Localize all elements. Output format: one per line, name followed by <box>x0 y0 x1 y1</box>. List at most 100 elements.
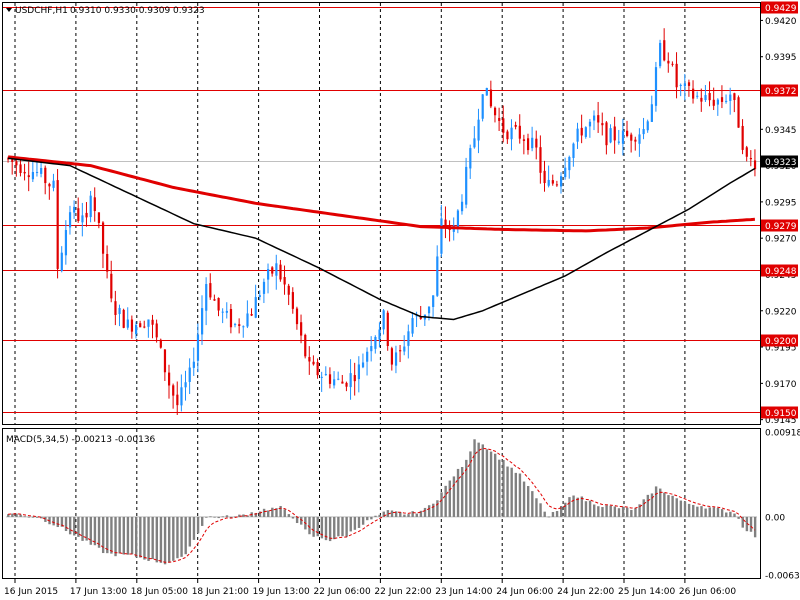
bear-candle <box>489 89 493 107</box>
bull-candle <box>481 94 484 119</box>
price-axis-label: 0.9295 <box>765 198 797 208</box>
macd-axis-label: 0.00 <box>765 513 785 523</box>
bull-candle <box>205 284 208 311</box>
macd-histogram-bar <box>291 516 295 519</box>
macd-histogram-bar <box>675 498 678 517</box>
macd-histogram-bar <box>316 516 319 537</box>
macd-histogram-bar <box>201 516 204 526</box>
macd-histogram-bar <box>448 480 451 517</box>
bull-candle <box>679 84 682 86</box>
macd-histogram-bar <box>440 492 443 517</box>
bull-candle <box>394 352 398 366</box>
macd-histogram-bar <box>403 514 406 517</box>
macd-histogram-bar <box>498 459 501 517</box>
bear-candle <box>114 301 117 315</box>
bull-candle <box>201 308 204 335</box>
bear-candle <box>613 126 616 141</box>
bear-candle <box>353 375 356 382</box>
macd-histogram-bar <box>667 495 670 517</box>
bull-candle <box>337 378 340 380</box>
bear-candle <box>506 131 509 140</box>
bear-candle <box>733 93 736 101</box>
price-axis-label: 0.9195 <box>765 344 797 354</box>
macd-histogram-bar <box>399 512 402 517</box>
bear-candle <box>271 267 274 274</box>
macd-histogram-bar <box>518 473 522 517</box>
macd-histogram-bar <box>221 516 225 518</box>
macd-histogram-bar <box>275 508 278 517</box>
macd-histogram-bar <box>597 506 600 517</box>
macd-histogram-bar <box>357 516 361 528</box>
bear-candle <box>745 147 748 157</box>
bear-candle <box>386 312 389 347</box>
macd-histogram-bar <box>52 516 55 526</box>
macd-histogram-bar <box>749 516 753 532</box>
macd-histogram-bar <box>370 516 373 520</box>
macd-histogram-bar <box>333 516 336 540</box>
time-axis-label: 23 Jun 14:00 <box>435 587 492 597</box>
bull-candle <box>654 67 658 106</box>
bear-candle <box>304 334 307 357</box>
bear-candle <box>106 253 109 272</box>
macd-histogram-bar <box>460 466 464 517</box>
macd-histogram-bar <box>568 497 571 517</box>
price-level-tag <box>761 219 798 232</box>
slow-moving-average-line <box>7 155 756 233</box>
macd-histogram-bar <box>295 516 299 524</box>
bull-candle <box>729 94 732 101</box>
macd-histogram-bar <box>609 505 612 517</box>
macd-histogram <box>7 439 757 565</box>
macd-histogram-bar <box>85 516 88 541</box>
macd-histogram-bar <box>745 516 749 532</box>
bull-candle <box>510 127 513 140</box>
macd-histogram-bar <box>81 516 84 541</box>
macd-histogram-bar <box>271 507 274 517</box>
bull-candle <box>52 180 55 188</box>
bull-candle <box>370 346 373 352</box>
macd-histogram-bar <box>167 516 171 563</box>
macd-histogram-bar <box>159 516 163 563</box>
macd-histogram-bar <box>19 514 22 517</box>
bull-candle <box>349 373 352 388</box>
bull-candle <box>246 313 249 327</box>
bull-candle <box>432 295 435 307</box>
macd-histogram-bar <box>415 513 418 517</box>
macd-histogram-bar <box>593 504 596 517</box>
bear-candle <box>543 170 546 184</box>
candles <box>7 28 757 415</box>
current-price-tag <box>761 155 798 168</box>
macd-histogram-bar <box>262 508 266 517</box>
macd-histogram-bar <box>258 511 262 517</box>
bull-candle <box>68 212 72 228</box>
bull-candle <box>225 310 228 313</box>
bear-candle <box>159 339 162 348</box>
bear-candle <box>163 349 167 373</box>
bull-candle <box>254 297 257 318</box>
time-axis-label: 24 Jun 22:00 <box>557 587 614 597</box>
bull-candle <box>465 166 468 205</box>
macd-histogram-bar <box>729 511 732 517</box>
macd-histogram-bar <box>390 510 394 517</box>
macd-histogram-bar <box>213 516 216 518</box>
bull-candle <box>357 364 361 380</box>
fast-moving-average-line <box>8 157 756 321</box>
macd-histogram-bar <box>671 495 674 517</box>
bear-candle <box>687 82 691 86</box>
macd-histogram-bar <box>444 485 447 517</box>
macd-histogram-bar <box>238 514 241 517</box>
bear-candle <box>300 322 303 336</box>
bull-candle <box>531 137 534 149</box>
macd-histogram-bar <box>382 511 385 517</box>
bear-candle <box>213 299 216 301</box>
macd-histogram-bar <box>708 507 711 517</box>
price-level-tag-label: 0.9150 <box>765 409 797 419</box>
macd-histogram-bar <box>510 467 513 517</box>
bear-candle <box>56 180 59 269</box>
bear-candle <box>671 63 674 65</box>
main-chart-area[interactable] <box>2 2 761 425</box>
horizontal-levels[interactable] <box>3 7 760 413</box>
moving-averages <box>7 155 756 321</box>
triangle-down-icon[interactable] <box>6 8 12 12</box>
bear-candle <box>737 97 740 128</box>
